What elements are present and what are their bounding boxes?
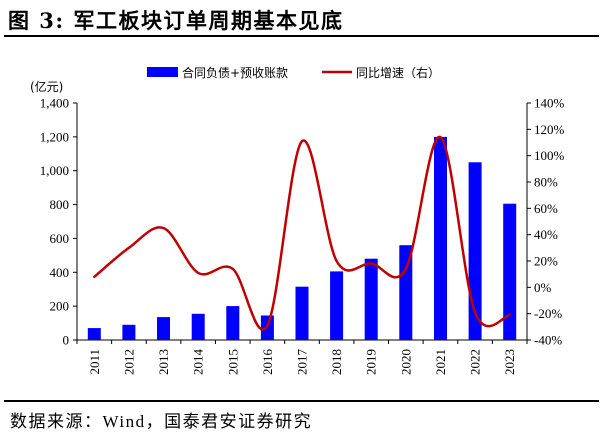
right-axis-tick-label: 60% <box>534 201 558 216</box>
legend-item-line-series: 同比增速（右） <box>322 65 440 80</box>
bar-2014 <box>191 313 205 340</box>
legend-line-label: 同比增速（右） <box>356 65 440 80</box>
right-axis-tick-label: 40% <box>534 227 558 242</box>
bar-series <box>87 136 517 341</box>
x-axis-tick-label: 2013 <box>156 349 171 375</box>
legend: 合同负债+预收账款 同比增速（右） <box>147 65 440 80</box>
line-series <box>92 135 512 331</box>
bar-2019 <box>364 258 378 340</box>
growth-rate-point-2019 <box>369 262 373 266</box>
legend-item-bar-series: 合同负债+预收账款 <box>147 65 288 80</box>
right-axis-tick-label: 80% <box>534 175 558 190</box>
x-axis-tick-label: 2019 <box>364 349 379 375</box>
bar-2021 <box>434 136 447 340</box>
left-axis-tick-label: 1,400 <box>40 96 69 111</box>
source-note: 数据来源：Wind，国泰君安证券研究 <box>10 412 313 431</box>
growth-rate-point-2011 <box>92 275 96 279</box>
x-axis-tick-label: 2022 <box>468 349 483 375</box>
legend-bar-swatch <box>147 67 178 77</box>
x-axis-tick-label: 2014 <box>191 349 206 376</box>
growth-rate-point-2023 <box>508 313 512 317</box>
left-axis-tick-label: 0 <box>63 333 70 348</box>
right-axis-tick-label: 120% <box>534 122 565 137</box>
figure-title: 图 3: 军工板块订单周期基本见底 <box>8 8 344 33</box>
x-axis-tick-label: 2015 <box>225 349 240 375</box>
growth-rate-point-2021 <box>439 135 443 139</box>
growth-rate-point-2013 <box>162 226 166 230</box>
bar-2012 <box>122 324 136 340</box>
title-divider <box>4 35 599 37</box>
right-axis-tick-label: 140% <box>534 96 565 111</box>
right-axis-tick-label: -20% <box>534 306 562 321</box>
bar-2017 <box>295 286 309 340</box>
left-axis-tick-label: 600 <box>50 231 70 246</box>
bar-2018 <box>330 271 344 340</box>
legend-bar-label: 合同负债+预收账款 <box>182 65 288 80</box>
left-axis-tick-label: 400 <box>50 265 70 280</box>
x-axis-tick-label: 2018 <box>329 349 344 375</box>
axes: 0 200 400 600 800 1,000 1,200 1,400 -40% -20% 0% 20… <box>40 96 565 348</box>
x-axis-tick-label: 2012 <box>121 349 136 375</box>
bar-2013 <box>157 317 170 340</box>
left-axis-tick-label: 200 <box>50 299 70 314</box>
right-axis-tick-label: -40% <box>534 333 562 348</box>
right-axis-tick-label: 100% <box>534 148 565 163</box>
x-axis-tick-label: 2016 <box>260 349 275 376</box>
growth-rate-point-2016 <box>265 324 269 328</box>
growth-rate-line <box>93 135 511 331</box>
source-divider <box>4 400 599 402</box>
left-axis-tick-label: 1,200 <box>40 129 69 144</box>
x-axis-tick-label: 2020 <box>398 349 413 375</box>
x-axis-tick-label: 2017 <box>295 349 310 376</box>
bar-2023 <box>503 203 517 340</box>
growth-rate-point-2017 <box>300 139 304 143</box>
left-axis-tick-label: 1,000 <box>40 163 69 178</box>
growth-rate-point-2022 <box>473 310 477 314</box>
growth-rate-point-2020 <box>404 267 408 271</box>
growth-rate-point-2014 <box>196 271 200 275</box>
left-axis-unit-label: (亿元) <box>30 79 63 94</box>
x-axis-tick-label: 2011 <box>87 349 102 375</box>
x-axis-tick-label: 2021 <box>433 349 448 375</box>
left-axis-tick-label: 800 <box>50 197 70 212</box>
right-axis-tick-label: 0% <box>534 280 552 295</box>
x-axis-tick-label: 2023 <box>502 349 517 375</box>
bar-2011 <box>87 328 101 340</box>
growth-rate-point-2015 <box>231 267 235 271</box>
growth-rate-point-2018 <box>335 259 339 263</box>
x-axis-labels: 2011 2012 2013 2014 2015 2016 2017 2018 2019 2020… <box>87 349 517 376</box>
growth-rate-point-2012 <box>127 246 131 250</box>
bar-2015 <box>226 306 240 340</box>
right-axis-tick-label: 20% <box>534 254 558 269</box>
bar-2020 <box>399 245 413 340</box>
